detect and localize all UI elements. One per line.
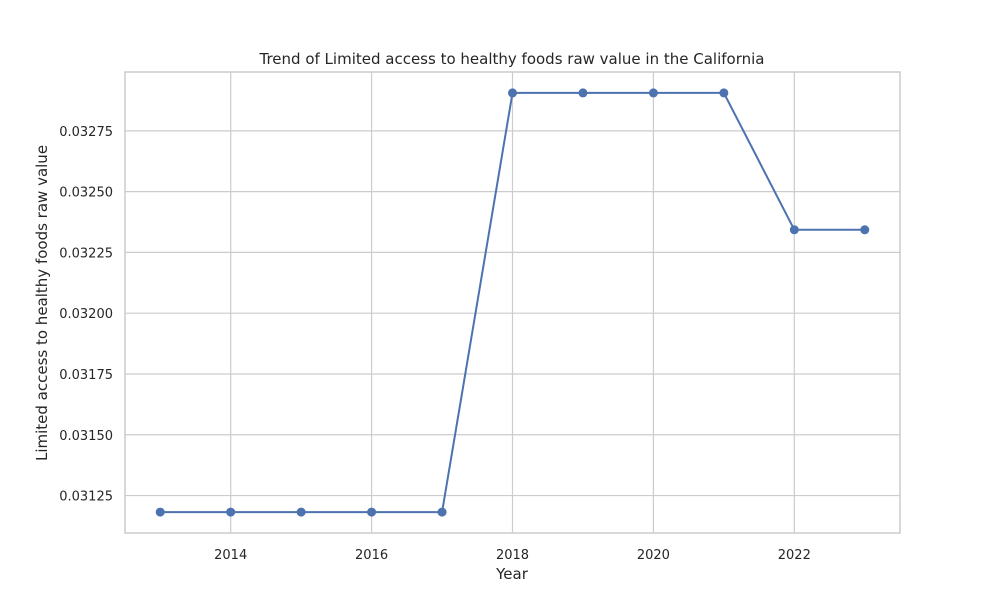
tick-labels: 2014 2016 2018 2020 2022 0.03125 0.03150 0.0317…	[59, 125, 811, 563]
plot-frame	[124, 71, 901, 534]
x-tick-label: 2016	[355, 548, 388, 563]
data-point	[437, 507, 447, 517]
y-tick-label: 0.03150	[59, 429, 113, 444]
data-point	[226, 507, 236, 517]
grid-lines	[125, 72, 900, 533]
y-tick-label: 0.03250	[59, 186, 113, 201]
x-tick-label: 2014	[214, 548, 247, 563]
data-point	[719, 88, 729, 98]
data-point	[648, 88, 658, 98]
series-layer	[155, 88, 870, 517]
y-tick-label: 0.03225	[59, 246, 113, 261]
y-tick-label: 0.03275	[59, 125, 113, 140]
x-axis-label: Year	[495, 565, 529, 583]
data-point	[578, 88, 588, 98]
data-point	[296, 507, 306, 517]
y-tick-label: 0.03125	[59, 490, 113, 505]
data-point	[367, 507, 377, 517]
y-tick-label: 0.03200	[59, 307, 113, 322]
x-tick-label: 2018	[496, 548, 529, 563]
x-tick-label: 2020	[637, 548, 670, 563]
data-point	[155, 507, 165, 517]
x-tick-label: 2022	[778, 548, 811, 563]
data-point	[508, 88, 517, 98]
data-point	[860, 225, 870, 235]
chart-title: Trend of Limited access to healthy foods…	[259, 50, 765, 68]
y-tick-label: 0.03175	[59, 368, 113, 383]
y-axis-label: Limited access to healthy foods raw valu…	[33, 145, 51, 461]
data-point	[789, 225, 799, 235]
